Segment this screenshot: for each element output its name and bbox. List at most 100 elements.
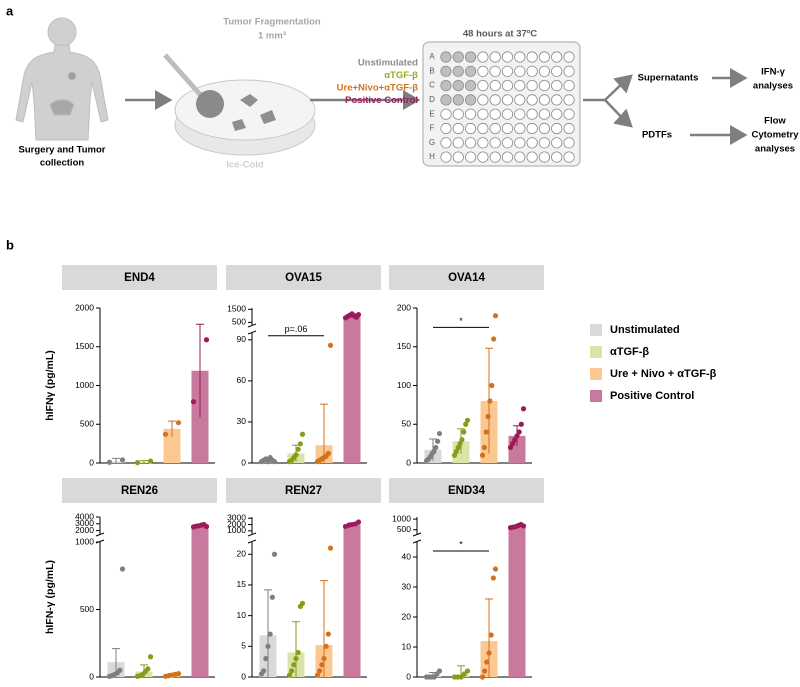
data-point — [451, 452, 458, 458]
legend-swatch — [590, 390, 602, 402]
legend-swatch — [590, 346, 602, 358]
axis-break — [412, 532, 422, 537]
y-tick-label: 500 — [80, 604, 94, 614]
well — [538, 80, 551, 92]
well — [464, 51, 477, 63]
axis-break — [247, 539, 257, 544]
well — [464, 94, 477, 106]
plate-row-label: A — [429, 52, 435, 61]
data-point — [293, 655, 299, 662]
data-point — [479, 452, 486, 458]
well — [477, 108, 489, 120]
y-tick-label: 1500 — [75, 341, 94, 351]
legend-label: Ure + Nivo + αTGF-β — [610, 368, 717, 380]
significance-label: * — [459, 539, 463, 549]
data-point — [162, 431, 169, 437]
caption: Ice-Cold — [226, 160, 264, 171]
y-tick-label: 200 — [397, 302, 411, 312]
caption: Supernatants — [638, 73, 699, 84]
caption: analyses — [753, 81, 793, 92]
bar — [163, 428, 181, 463]
panel-label: b — [6, 237, 14, 252]
well — [551, 51, 563, 63]
data-point — [134, 460, 141, 466]
data-point — [203, 523, 210, 530]
y-tick-label: 1000 — [75, 536, 94, 546]
caption: PDTFs — [642, 130, 672, 141]
well — [489, 108, 501, 120]
panel-header — [62, 265, 217, 290]
data-point — [119, 566, 126, 572]
axis-break — [247, 330, 257, 335]
well — [477, 94, 489, 106]
well — [526, 65, 538, 77]
well — [489, 51, 501, 63]
y-tick-label: 15 — [237, 579, 247, 589]
y-tick-label: 100 — [397, 380, 411, 390]
data-point — [520, 406, 527, 412]
data-point — [507, 444, 514, 451]
well — [489, 137, 501, 149]
y-tick-label: 1000 — [75, 380, 94, 390]
plate-row-label: F — [430, 124, 435, 133]
petri-dish — [163, 53, 316, 156]
well — [563, 65, 575, 77]
well — [464, 65, 477, 77]
y-tick-label: 0 — [406, 671, 411, 681]
y-tick-label: 0 — [406, 457, 411, 467]
arrow — [613, 108, 633, 128]
well — [440, 108, 452, 120]
well — [526, 108, 538, 120]
well — [464, 80, 477, 92]
caption: collection — [40, 158, 85, 169]
well — [551, 65, 563, 77]
well — [538, 122, 551, 135]
data-point — [295, 649, 301, 656]
data-point — [319, 662, 325, 668]
well — [551, 151, 563, 163]
data-point — [461, 429, 467, 435]
well — [538, 137, 551, 149]
plate-row-label: B — [429, 66, 434, 75]
data-point — [435, 438, 441, 444]
well — [440, 94, 452, 106]
well — [440, 65, 452, 77]
data-point — [486, 650, 492, 656]
well — [501, 151, 514, 163]
y-tick-label: 10 — [402, 641, 412, 651]
data-point — [147, 458, 154, 464]
caption: 48 hours at 37ºC — [463, 29, 537, 40]
y-tick-label: 0 — [241, 457, 246, 467]
significance-label: p=.06 — [285, 324, 308, 334]
well — [551, 137, 563, 149]
y-tick-label: 0 — [241, 671, 246, 681]
caption: 1 mm³ — [258, 31, 286, 42]
caption: Cytometry — [752, 130, 800, 141]
well — [538, 65, 551, 77]
panel-label: a — [6, 3, 14, 18]
well — [440, 137, 452, 149]
panel-header — [226, 478, 381, 503]
y-tick-label: 3000 — [75, 518, 94, 528]
data-point — [325, 450, 331, 457]
data-point — [325, 631, 331, 637]
well — [526, 51, 538, 63]
data-point — [355, 311, 362, 318]
data-point — [512, 437, 518, 443]
data-point — [510, 441, 516, 447]
caption: Tumor Fragmentation — [223, 17, 321, 28]
well — [489, 65, 501, 77]
data-point — [175, 671, 182, 677]
legend-label: Unstimulated — [610, 324, 680, 336]
well — [538, 151, 551, 163]
y-tick-label: 500 — [80, 419, 94, 429]
plate-row-label: C — [429, 81, 435, 90]
data-point — [203, 337, 210, 343]
arrow — [613, 74, 633, 94]
data-point — [117, 667, 123, 673]
fork-arrow — [583, 77, 629, 125]
plate-row-label: E — [429, 109, 434, 118]
well — [563, 151, 575, 163]
y-tick-label: 2000 — [227, 519, 246, 529]
panel-title: REN27 — [285, 485, 322, 497]
